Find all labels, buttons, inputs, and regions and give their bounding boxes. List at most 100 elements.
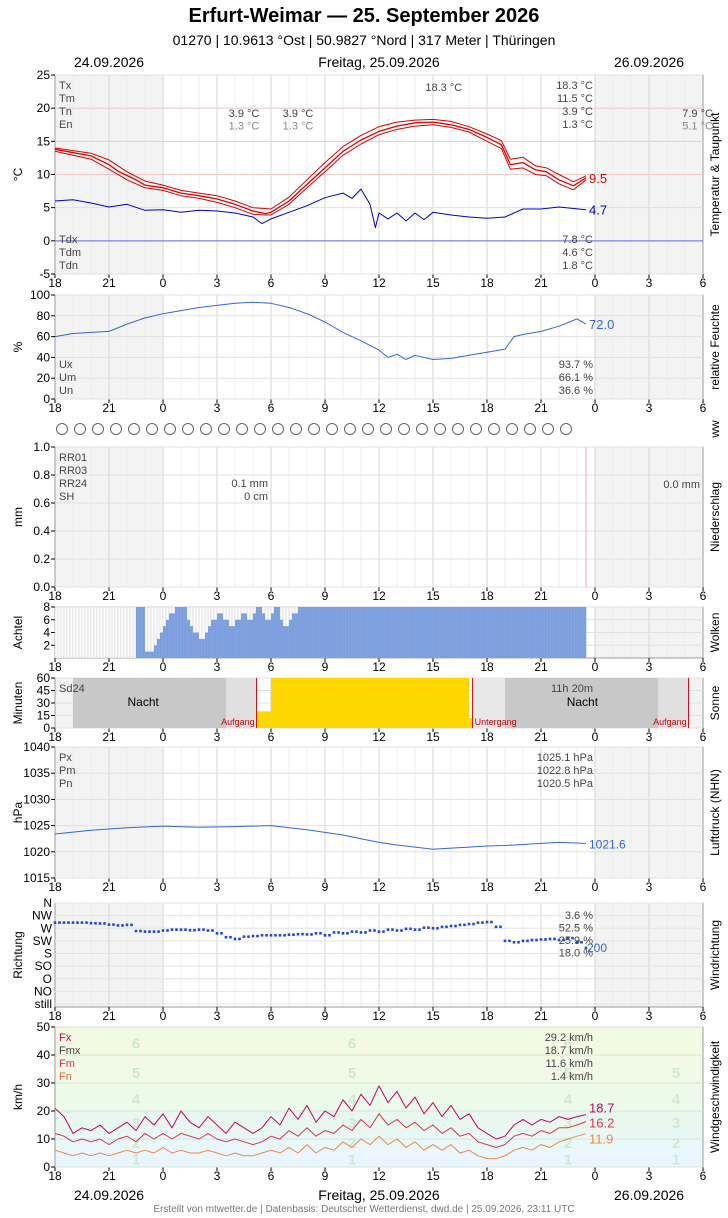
y-tick-label: 50	[37, 1020, 51, 1034]
cloud-bar-bg	[150, 606, 155, 659]
y-tick-label: 15	[37, 709, 51, 723]
sun-bar	[256, 711, 271, 728]
cloud-bar-bg	[69, 606, 74, 659]
stat-value: 1025.1 hPa	[537, 752, 594, 764]
wind-dir-point	[548, 937, 552, 941]
wind-dir-point	[193, 928, 196, 932]
cloud-bar	[529, 607, 533, 658]
cloud-bar	[406, 607, 410, 658]
wind-dir-point	[170, 928, 174, 931]
cloud-bar	[547, 607, 551, 658]
cloud-bar	[160, 632, 164, 658]
stat-value: 36.6 %	[559, 385, 593, 397]
stat-value: 11.6 km/h	[546, 1058, 594, 1070]
series-line-gust	[54, 1085, 587, 1140]
wind-dir-point	[130, 923, 133, 927]
credits: Erstellt von mtwetter.de | Datenbasis: D…	[153, 1204, 575, 1215]
wind-dir-point	[197, 928, 201, 931]
beaufort-label: 3	[132, 1115, 140, 1132]
cloud-bar	[268, 619, 272, 658]
cloud-bar	[319, 607, 323, 658]
cloud-bar	[223, 619, 227, 658]
x-tick-label: 15	[426, 730, 440, 744]
x-tick-label: 6	[268, 1009, 275, 1023]
cloud-bar	[301, 607, 305, 658]
y-axis-label: Richtung	[11, 931, 25, 978]
cloud-bar	[205, 632, 209, 658]
wind-dir-point	[202, 928, 205, 931]
cloud-bar	[169, 613, 173, 658]
wind-dir-point	[94, 921, 97, 925]
stat-label: Un	[59, 385, 73, 397]
temp-annotation: 3.9 °C	[283, 108, 314, 120]
page-title: Erfurt-Weimar — 25. September 2026	[188, 5, 540, 27]
wind-dir-point	[382, 930, 385, 933]
wind-dir-point	[274, 933, 277, 937]
x-tick-label: 18	[480, 589, 494, 603]
weather-symbol	[470, 423, 482, 435]
wind-dir-point	[485, 920, 489, 924]
cloud-bar-bg	[60, 606, 65, 659]
weather-symbol	[398, 423, 410, 435]
cloud-bar	[439, 607, 443, 658]
y-tick-label: 0	[43, 721, 50, 735]
cloud-bar	[379, 607, 383, 658]
cloud-bar	[175, 607, 179, 658]
cloud-bar	[256, 607, 260, 658]
x-tick-label: 18	[480, 1169, 494, 1183]
stat-label: SH	[59, 491, 74, 503]
series-line-temp-lower	[54, 124, 587, 216]
sun-bar	[271, 678, 289, 728]
x-tick-label: 9	[322, 276, 329, 290]
x-tick-label: 6	[268, 660, 275, 674]
cloud-bar	[331, 607, 335, 658]
x-tick-label: 3	[646, 660, 653, 674]
weather-symbol	[272, 423, 284, 435]
y-tick-label: W	[41, 921, 53, 935]
wind-dir-point	[494, 925, 498, 929]
date-right-bottom: 26.09.2026	[614, 1187, 685, 1203]
wind-dir-point	[238, 937, 241, 941]
x-tick-label: 21	[102, 401, 116, 415]
wind-dir-point	[512, 940, 516, 944]
wind-dir-point	[256, 934, 259, 938]
cloud-bar	[250, 619, 254, 658]
wind-dir-point	[85, 921, 88, 924]
cloud-bar	[403, 607, 407, 658]
x-tick-label: 9	[322, 1009, 329, 1023]
wind-dir-point	[247, 935, 250, 938]
stat-value: 11.5 °C	[557, 93, 593, 105]
cloud-bar	[475, 607, 479, 658]
wind-dir-point	[575, 940, 579, 944]
wind-dir-point	[116, 924, 120, 927]
date-left-bottom: 24.09.2026	[74, 1187, 145, 1203]
cloud-bar	[400, 607, 404, 658]
cloud-bar	[541, 607, 545, 658]
wind-dir-point	[391, 928, 394, 931]
cloud-bar	[136, 607, 140, 658]
cloud-bar	[283, 626, 287, 658]
y-tick-label: 100	[30, 288, 50, 302]
x-tick-label: 12	[372, 589, 386, 603]
cloud-bar	[313, 607, 317, 658]
y-tick-label: 0.8	[33, 468, 50, 482]
x-tick-label: 3	[646, 730, 653, 744]
panel-side-label: Windgeschwindigkeit	[708, 1040, 722, 1153]
wind-dir-point	[251, 934, 255, 938]
x-tick-label: 15	[426, 1169, 440, 1183]
wind-dir-point	[413, 928, 417, 931]
cloud-bar	[352, 607, 356, 658]
beaufort-label: 3	[564, 1115, 572, 1132]
y-tick-label: 4	[43, 626, 50, 640]
cloud-bar	[373, 607, 377, 658]
wind-dir-point	[224, 935, 228, 939]
x-tick-label: 12	[372, 880, 386, 894]
cloud-bar	[580, 607, 584, 658]
beaufort-label: 1	[132, 1152, 140, 1169]
cloud-bar	[454, 607, 458, 658]
series-line-temp-upper	[54, 118, 587, 210]
cloud-bar	[220, 613, 224, 658]
y-tick-label: 1015	[23, 871, 50, 885]
x-tick-label: 3	[646, 401, 653, 415]
